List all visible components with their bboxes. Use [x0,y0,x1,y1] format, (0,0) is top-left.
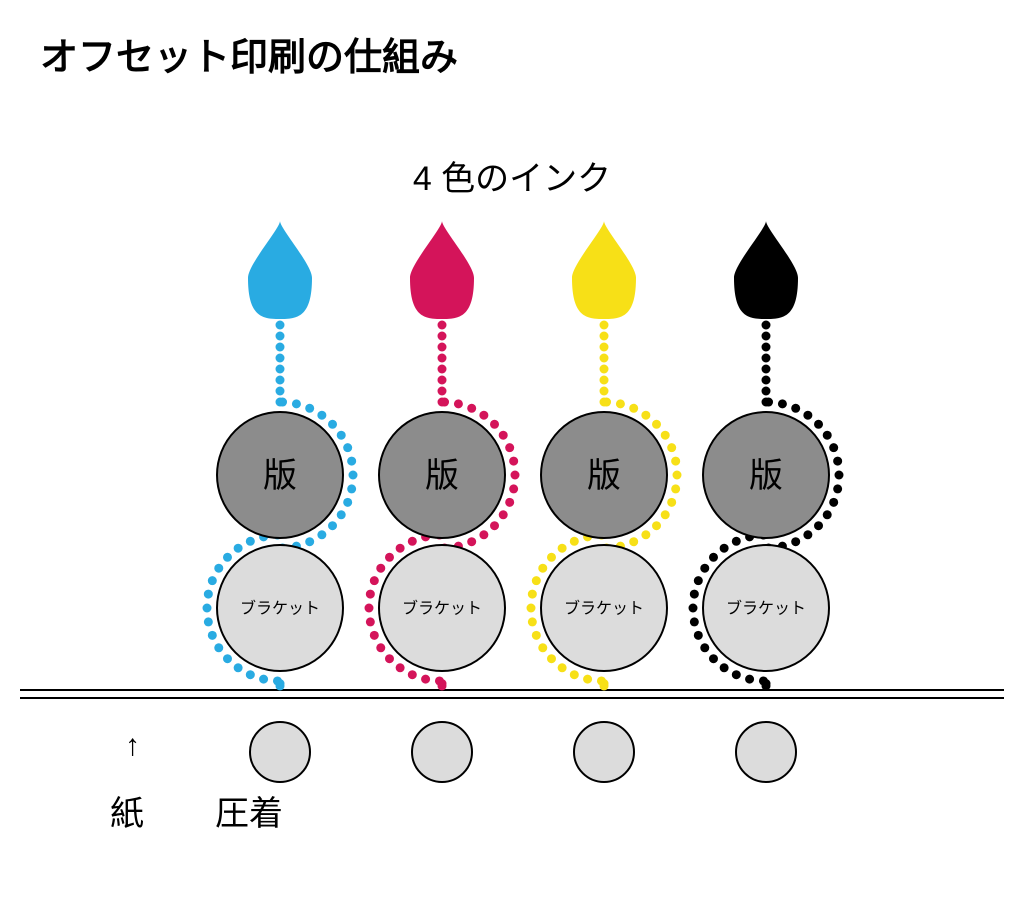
ink-drop-black [734,221,798,319]
press-label: 圧着 [215,795,283,833]
blanket-label-yellow: ブラケット [564,599,644,618]
plate-label-black: 版 [749,457,783,495]
plate-label-magenta: 版 [425,457,459,495]
ink-drop-yellow [572,221,636,319]
plate-label-cyan: 版 [263,457,297,495]
diagram-title: オフセット印刷の仕組み [40,37,458,79]
ink-drop-magenta [410,221,474,319]
impression-cylinder-black [736,722,796,782]
impression-cylinder-yellow [574,722,634,782]
impression-cylinder-magenta [412,722,472,782]
blanket-label-magenta: ブラケット [402,599,482,618]
plate-label-yellow: 版 [587,457,621,495]
paper-label: 紙 [110,795,144,833]
impression-cylinder-cyan [250,722,310,782]
ink-drop-cyan [248,221,312,319]
diagram-subtitle: 4 色のインク [413,160,611,198]
blanket-label-cyan: ブラケット [240,599,320,618]
arrow-up-label: ↑ [125,729,140,762]
blanket-label-black: ブラケット [726,599,806,618]
